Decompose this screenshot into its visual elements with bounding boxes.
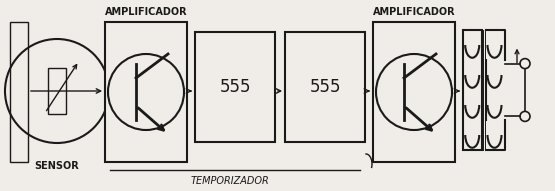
Bar [463,30,482,150]
Text: SENSOR: SENSOR [34,161,79,171]
Text: 555: 555 [219,78,251,96]
Bar [10,22,28,162]
Bar [285,32,365,142]
Text: 555: 555 [309,78,341,96]
Bar [373,22,455,162]
Text: TEMPORIZADOR: TEMPORIZADOR [190,176,269,186]
Text: AMPLIFICADOR: AMPLIFICADOR [373,7,455,17]
Bar [195,32,275,142]
Bar [105,22,187,162]
Bar [48,68,66,114]
Text: AMPLIFICADOR: AMPLIFICADOR [105,7,188,17]
